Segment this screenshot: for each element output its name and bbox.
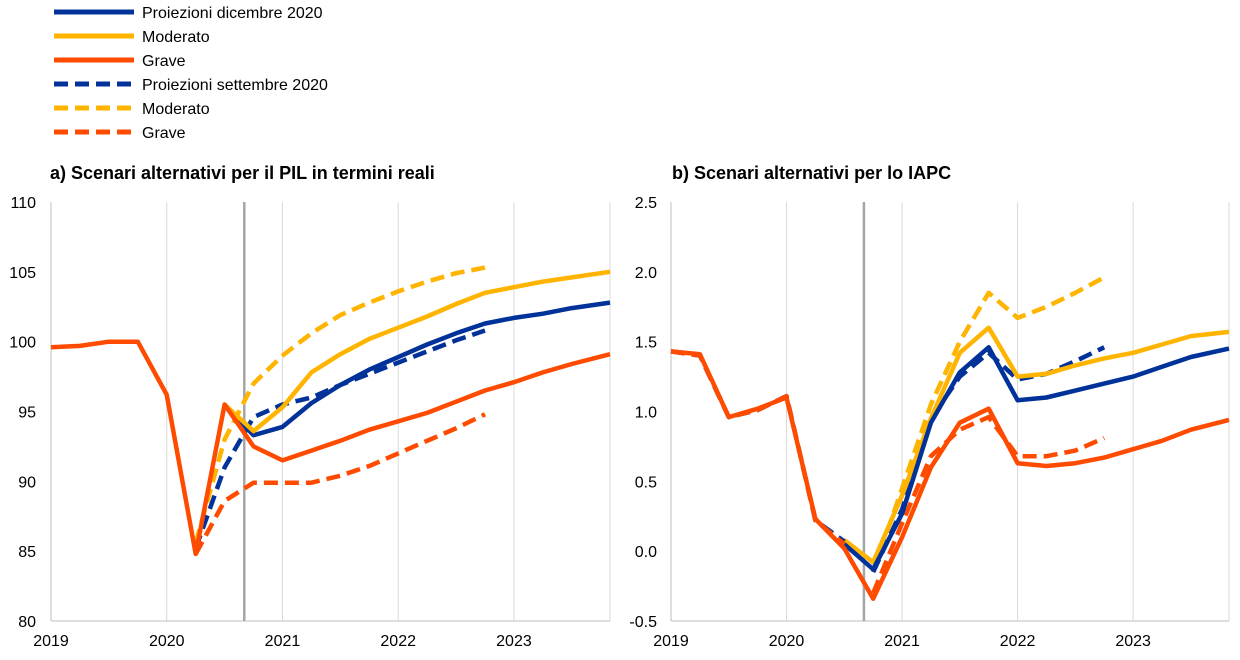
panel-a-gdp: a) Scenari alternativi per il PIL in ter… bbox=[9, 163, 611, 650]
y-tick-label: 1.0 bbox=[635, 405, 657, 422]
y-tick-label: 85 bbox=[18, 544, 36, 561]
series-line-2 bbox=[871, 345, 1106, 574]
x-tick-label: 2021 bbox=[265, 633, 301, 650]
chart-title: a) Scenari alternativi per il PIL in ter… bbox=[50, 163, 435, 183]
x-tick-label: 2021 bbox=[884, 633, 920, 650]
series-line-5 bbox=[50, 339, 611, 557]
series-line-4 bbox=[223, 269, 611, 434]
series-line-1 bbox=[871, 414, 1106, 594]
series-line-0 bbox=[871, 275, 1106, 573]
legend-label: Grave bbox=[142, 53, 186, 70]
legend-label: Moderato bbox=[142, 29, 210, 46]
y-tick-label: 110 bbox=[10, 195, 36, 212]
legend-label: Proiezioni settembre 2020 bbox=[142, 77, 328, 94]
legend-label: Grave bbox=[142, 125, 186, 142]
series-line-1 bbox=[193, 412, 486, 556]
series-line-3 bbox=[842, 325, 1230, 565]
series-line-0 bbox=[193, 265, 486, 544]
legend-item-4: Moderato bbox=[54, 101, 210, 118]
y-tick-label: 1.5 bbox=[635, 335, 657, 352]
legend-item-3: Proiezioni settembre 2020 bbox=[54, 77, 328, 94]
y-tick-label: 90 bbox=[18, 474, 36, 491]
panel-b-hicp: b) Scenari alternativi per lo IAPC 2019 20… bbox=[629, 163, 1230, 650]
x-tick-label: 2019 bbox=[33, 633, 69, 650]
x-tick-label: 2019 bbox=[653, 633, 689, 650]
legend-item-1: Moderato bbox=[54, 29, 210, 46]
y-tick-label: 2.5 bbox=[635, 195, 657, 212]
y-tick-label: 0.0 bbox=[635, 544, 657, 561]
legend-item-2: Grave bbox=[54, 53, 186, 70]
x-tick-label: 2022 bbox=[1000, 633, 1036, 650]
legend-item-0: Proiezioni dicembre 2020 bbox=[54, 5, 323, 22]
series-line-4 bbox=[842, 345, 1230, 572]
y-tick-label: 95 bbox=[18, 405, 36, 422]
x-tick-label: 2022 bbox=[380, 633, 416, 650]
x-tick-label: 2023 bbox=[1115, 633, 1151, 650]
x-tick-label: 2020 bbox=[149, 633, 185, 650]
y-tick-label: 0.5 bbox=[635, 474, 657, 491]
legend: Proiezioni dicembre 2020 Moderato Grave Pro… bbox=[54, 5, 328, 142]
y-tick-label: 105 bbox=[9, 265, 36, 282]
y-tick-label: 2.0 bbox=[635, 265, 657, 282]
legend-label: Proiezioni dicembre 2020 bbox=[142, 5, 323, 22]
x-tick-label: 2020 bbox=[769, 633, 805, 650]
y-tick-label: 100 bbox=[9, 335, 36, 352]
legend-item-5: Grave bbox=[54, 125, 186, 142]
series-line-3 bbox=[222, 300, 611, 438]
chart-title: b) Scenari alternativi per lo IAPC bbox=[672, 163, 951, 183]
series-line-7 bbox=[670, 349, 846, 546]
y-tick-label: 80 bbox=[18, 614, 36, 631]
legend-label: Moderato bbox=[142, 101, 210, 118]
y-tick-label: -0.5 bbox=[629, 614, 657, 631]
x-tick-label: 2023 bbox=[496, 633, 532, 650]
series-line-5 bbox=[670, 349, 846, 544]
